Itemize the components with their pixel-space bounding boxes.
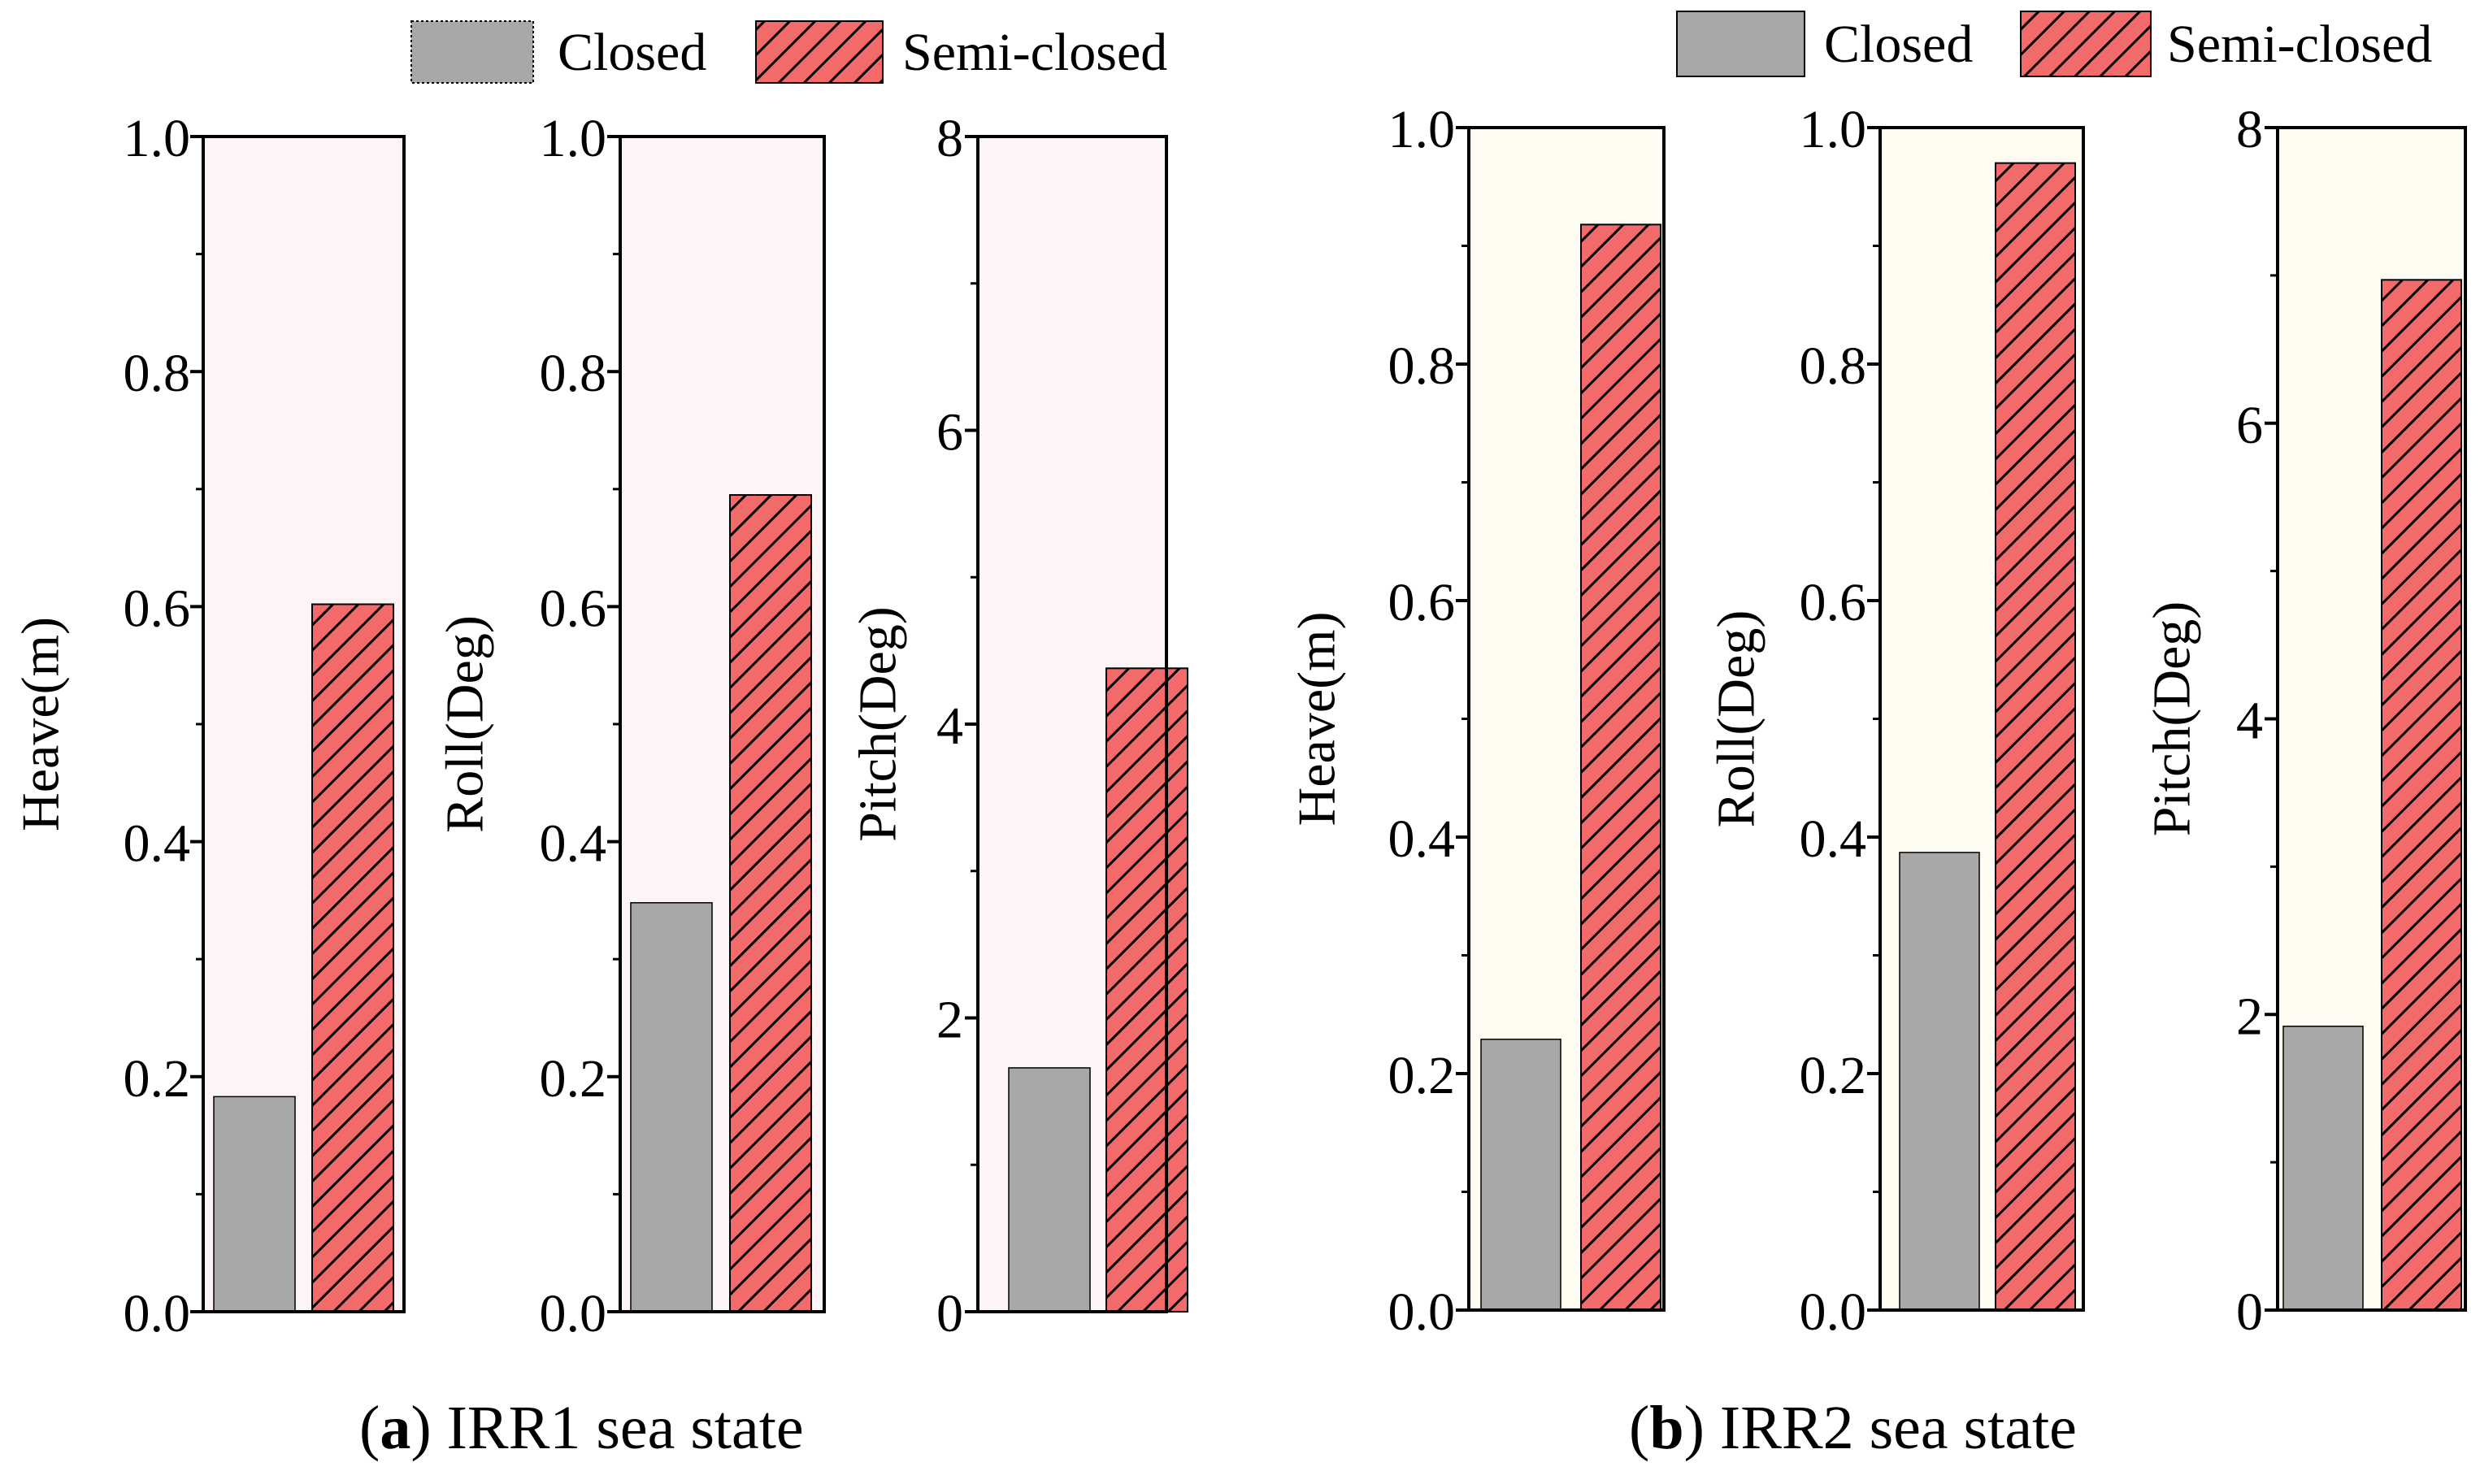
- bar-semi-closed: [1580, 223, 1661, 1311]
- bar-semi-closed: [729, 494, 812, 1313]
- y-tick-label: 1.0: [124, 109, 191, 168]
- legend-closed-label: Closed: [558, 23, 706, 82]
- bar-semi-closed: [1105, 667, 1188, 1313]
- caption-a: (a) IRR1 sea state: [359, 1394, 804, 1462]
- legend-semi-swatch: [2020, 11, 2152, 77]
- bar-semi-closed: [2381, 279, 2462, 1311]
- legend-closed-swatch: [1676, 11, 1805, 77]
- subplot-a-2: 0.0 0.2 0.4 0.6 0.8 1.0 Roll(Deg): [436, 109, 826, 1343]
- bar-semi-closed: [311, 603, 394, 1313]
- subplot-a-1: 0.0 0.2 0.4 0.6 0.8 1.0 Heave(m): [11, 109, 406, 1343]
- y-tick-label: 0.0: [1800, 1282, 1867, 1342]
- bar-closed: [1008, 1067, 1091, 1313]
- subplot-a-3: 0 2 4 6 8 Pitch(Deg): [849, 109, 1188, 1343]
- caption-a-text: IRR1 sea state: [432, 1394, 804, 1462]
- y-tick-label: 1.0: [540, 109, 607, 168]
- y-tick-label: 8: [936, 109, 963, 168]
- y-tick-label: 0.2: [540, 1049, 607, 1109]
- y-tick-label: 4: [936, 696, 963, 756]
- y-tick-label: 6: [2236, 396, 2263, 455]
- legend-semi-label: Semi-closed: [2167, 15, 2432, 74]
- y-tick-label: 0.8: [1388, 336, 1456, 396]
- y-tick-label: 6: [936, 403, 963, 462]
- y-tick-label: 0.2: [1388, 1046, 1456, 1105]
- legend-semi-swatch: [755, 20, 884, 84]
- y-tick-label: 0.2: [1800, 1046, 1867, 1105]
- subplot-b-3: 0 2 4 6 8 Pitch(Deg): [2143, 100, 2467, 1342]
- bar-closed: [630, 902, 713, 1313]
- y-tick-label: 4: [2236, 692, 2263, 751]
- y-tick-label: 0.8: [124, 344, 191, 403]
- y-tick-label: 0.8: [1800, 336, 1867, 396]
- caption-b: (b) IRR2 sea state: [1629, 1394, 2077, 1462]
- y-tick-label: 0.6: [540, 579, 607, 638]
- y-axis-label: Pitch(Deg): [849, 606, 908, 842]
- y-tick-label: 0.4: [1388, 809, 1456, 869]
- subplot-b-2: 0.0 0.2 0.4 0.6 0.8 1.0 Roll(Deg): [1707, 100, 2085, 1342]
- bar-closed: [1899, 852, 1980, 1311]
- caption-b-letter: b: [1649, 1394, 1683, 1462]
- legend-a: Closed Semi-closed: [410, 20, 1167, 84]
- y-tick-label: 0.4: [1800, 809, 1867, 869]
- y-axis-label: Heave(m): [11, 617, 71, 831]
- legend-closed-label: Closed: [1824, 15, 1973, 74]
- y-tick-label: 0.4: [124, 814, 191, 874]
- legend-b: Closed Semi-closed: [1676, 11, 2432, 77]
- subplot-b-1: 0.0 0.2 0.4 0.6 0.8 1.0 Heave(m): [1288, 100, 1666, 1342]
- legend-semi-label: Semi-closed: [902, 23, 1167, 82]
- y-tick-label: 0.0: [540, 1284, 607, 1343]
- y-axis-label: Heave(m): [1288, 612, 1347, 827]
- y-tick-label: 0.6: [1388, 573, 1456, 632]
- legend-closed-swatch: [410, 20, 534, 84]
- bar-semi-closed: [1995, 162, 2076, 1311]
- y-axis-label: Roll(Deg): [436, 615, 495, 833]
- y-tick-label: 2: [936, 991, 963, 1050]
- y-tick-label: 0: [936, 1284, 963, 1343]
- y-tick-label: 2: [2236, 987, 2263, 1046]
- caption-a-letter: a: [380, 1394, 410, 1462]
- y-tick-label: 8: [2236, 100, 2263, 159]
- y-tick-label: 0.4: [540, 814, 607, 874]
- y-axis-label: Pitch(Deg): [2143, 601, 2202, 837]
- bar-closed: [213, 1096, 296, 1313]
- y-tick-label: 1.0: [1388, 100, 1456, 159]
- y-tick-label: 0.2: [124, 1049, 191, 1109]
- y-tick-label: 0.0: [1388, 1282, 1456, 1342]
- caption-b-text: IRR2 sea state: [1705, 1394, 2077, 1462]
- y-tick-label: 1.0: [1800, 100, 1867, 159]
- charts: 0.00.20.40.60.81.0Heave(m)0.00.20.40.60.…: [11, 100, 2467, 1343]
- y-tick-label: 0: [2236, 1282, 2263, 1342]
- y-axis-label: Roll(Deg): [1707, 610, 1766, 828]
- y-tick-label: 0.0: [124, 1284, 191, 1343]
- y-tick-label: 0.6: [124, 579, 191, 638]
- y-tick-label: 0.6: [1800, 573, 1867, 632]
- bar-closed: [2282, 1026, 2364, 1311]
- bar-closed: [1480, 1039, 1561, 1311]
- y-tick-label: 0.8: [540, 344, 607, 403]
